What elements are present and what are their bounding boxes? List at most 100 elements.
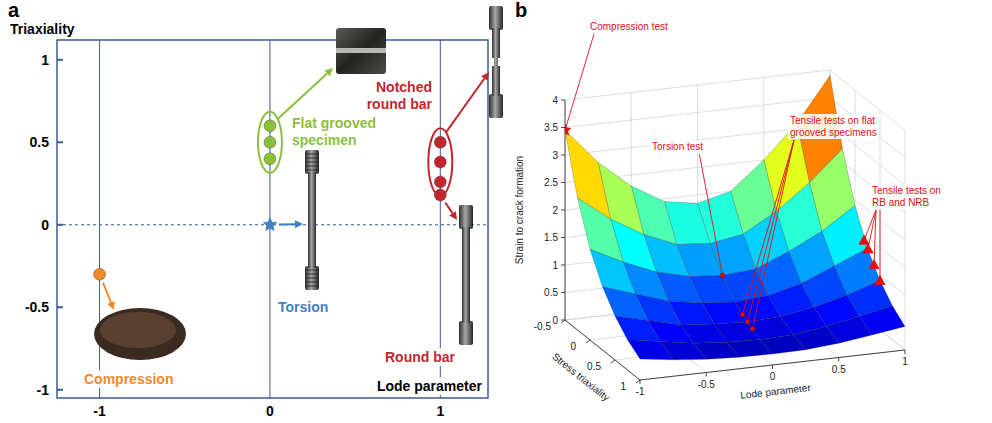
z-axis-title: Strain to crack formation xyxy=(514,156,525,264)
point xyxy=(264,153,276,165)
text-line: Notched xyxy=(376,79,432,95)
x-tick-label: 1 xyxy=(436,403,444,419)
thread xyxy=(305,154,319,155)
arrow-head xyxy=(107,301,114,310)
label-patch xyxy=(375,377,485,395)
x-tick-label: 0 xyxy=(266,403,274,419)
x-tick xyxy=(561,320,565,323)
panel-letter: a xyxy=(8,0,20,21)
thread xyxy=(305,270,319,271)
z-tick xyxy=(561,210,565,211)
x-axis-title: Stress triaxiality xyxy=(550,351,612,403)
z-tick xyxy=(561,292,565,293)
grid xyxy=(565,70,905,380)
specimen-icons xyxy=(94,6,503,360)
y-tick xyxy=(905,350,906,354)
y-tick xyxy=(838,358,839,362)
flat-block xyxy=(336,28,386,74)
y-tick-label: 1 xyxy=(902,356,908,367)
y-tick-label: -1 xyxy=(37,382,50,398)
rod-gauge xyxy=(492,28,500,96)
arrow-line xyxy=(279,223,295,225)
arrow-head xyxy=(481,72,489,81)
label-patch xyxy=(290,114,378,149)
annotation-text: Compression test xyxy=(590,21,668,32)
y-tick xyxy=(57,306,63,308)
rod-grip xyxy=(489,94,503,118)
axes: -0.500.51-1-0.500.5100.511.522.533.54Str… xyxy=(514,95,908,404)
annotation-text: Torsion test xyxy=(652,141,703,152)
label-patch xyxy=(650,140,705,153)
text-line: Flat grooved xyxy=(292,115,376,131)
x-tick-label: -0.5 xyxy=(534,321,552,332)
label-patch xyxy=(82,370,175,388)
specimen-rod xyxy=(489,6,503,118)
point xyxy=(94,268,106,280)
panel-letter: b xyxy=(515,0,527,21)
z-tick xyxy=(561,320,565,321)
y-tick-label: 0 xyxy=(770,371,776,382)
plot-frame xyxy=(57,40,488,398)
label-patch xyxy=(365,78,435,113)
x-tick xyxy=(586,340,590,343)
text-line: grooved specimens xyxy=(790,127,877,138)
label-patch xyxy=(383,348,458,366)
y-tick-label: 1 xyxy=(41,52,49,68)
label-patch xyxy=(788,114,879,139)
surface-cell xyxy=(590,249,636,294)
rod-gauge xyxy=(308,172,316,268)
z-tick-label: 2 xyxy=(552,205,558,216)
group-ring xyxy=(428,128,452,196)
specimen-disk xyxy=(94,308,186,360)
point xyxy=(264,120,276,132)
figure: a-1-0.500.51-101TriaxialityLode paramete… xyxy=(0,0,992,423)
y-tick-label: 0.5 xyxy=(832,364,846,375)
arrow-head xyxy=(324,68,333,76)
y-tick xyxy=(640,380,641,384)
y-tick-label: 0.5 xyxy=(30,134,50,150)
disk-face xyxy=(100,312,176,348)
y-tick-label: -1 xyxy=(636,386,645,397)
marks xyxy=(94,120,447,280)
label-patch xyxy=(870,184,943,209)
x-axis-title: Lode parameter xyxy=(377,378,483,394)
surface-cell xyxy=(603,287,649,321)
z-tick-label: 0.5 xyxy=(544,287,558,298)
y-axis-title: Lode parameter xyxy=(740,382,812,401)
rod-grip xyxy=(459,321,473,345)
specimen-rod xyxy=(305,150,319,290)
rod-grip xyxy=(305,266,319,290)
series-label: Round bar xyxy=(385,349,456,365)
z-tick xyxy=(561,265,565,266)
label-patch xyxy=(588,20,670,33)
z-tick xyxy=(561,155,565,156)
arrow-head xyxy=(449,211,457,220)
leader-line xyxy=(864,210,876,240)
annotation-texts: Compression test Torsion test Tensile test… xyxy=(588,20,943,209)
y-tick-label: -0.5 xyxy=(698,379,716,390)
surface-cell xyxy=(615,316,661,342)
leader-line xyxy=(880,210,881,281)
specimen-flat xyxy=(336,28,386,74)
point xyxy=(434,136,446,148)
point xyxy=(264,136,276,148)
z-tick-label: 2.5 xyxy=(544,177,558,188)
y-tick xyxy=(57,141,63,143)
x-tick-label: 1 xyxy=(620,381,626,392)
annotation-text: Tensile tests on flatgrooved specimens xyxy=(790,115,877,138)
x-tick-label: 0 xyxy=(570,341,576,352)
label-patch xyxy=(276,298,330,316)
grid-line xyxy=(565,70,830,100)
z-tick xyxy=(561,237,565,238)
y-tick xyxy=(706,373,707,377)
leaders xyxy=(565,34,880,329)
text-line: Compression xyxy=(84,371,173,387)
thread xyxy=(305,158,319,159)
leader-line xyxy=(565,34,594,130)
leader-line xyxy=(743,140,795,315)
z-tick-label: 1 xyxy=(552,260,558,271)
arrow-line xyxy=(446,79,484,133)
point xyxy=(263,218,276,231)
x-tick-label: -1 xyxy=(93,403,106,419)
panel-a: a-1-0.500.51-101TriaxialityLode paramete… xyxy=(8,0,503,419)
